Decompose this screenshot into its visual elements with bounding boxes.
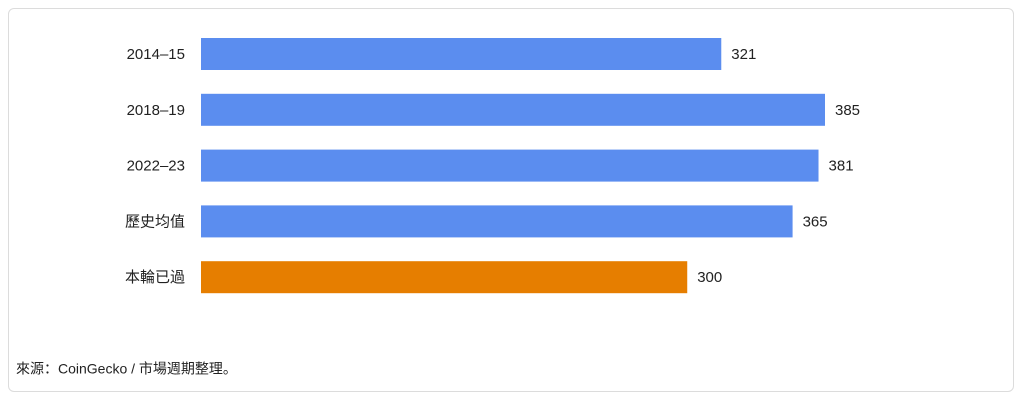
- bar: [201, 93, 825, 126]
- category-label: 本輪已過: [125, 269, 185, 286]
- category-label: 歷史均值: [125, 213, 185, 230]
- value-label: 381: [829, 158, 854, 175]
- chart-card: [8, 8, 1014, 392]
- value-label: 321: [731, 46, 756, 63]
- value-label: 365: [803, 213, 828, 230]
- value-label: 385: [835, 102, 860, 119]
- source-note: 來源：CoinGecko / 市場週期整理。: [16, 361, 237, 377]
- bar: [201, 38, 722, 70]
- value-label: 300: [697, 269, 722, 286]
- bar: [201, 261, 688, 294]
- category-label: 2014–15: [127, 46, 185, 63]
- bar: [201, 149, 819, 182]
- category-label: 2018–19: [127, 102, 185, 119]
- category-label: 2022–23: [127, 158, 185, 175]
- bar: [201, 205, 793, 238]
